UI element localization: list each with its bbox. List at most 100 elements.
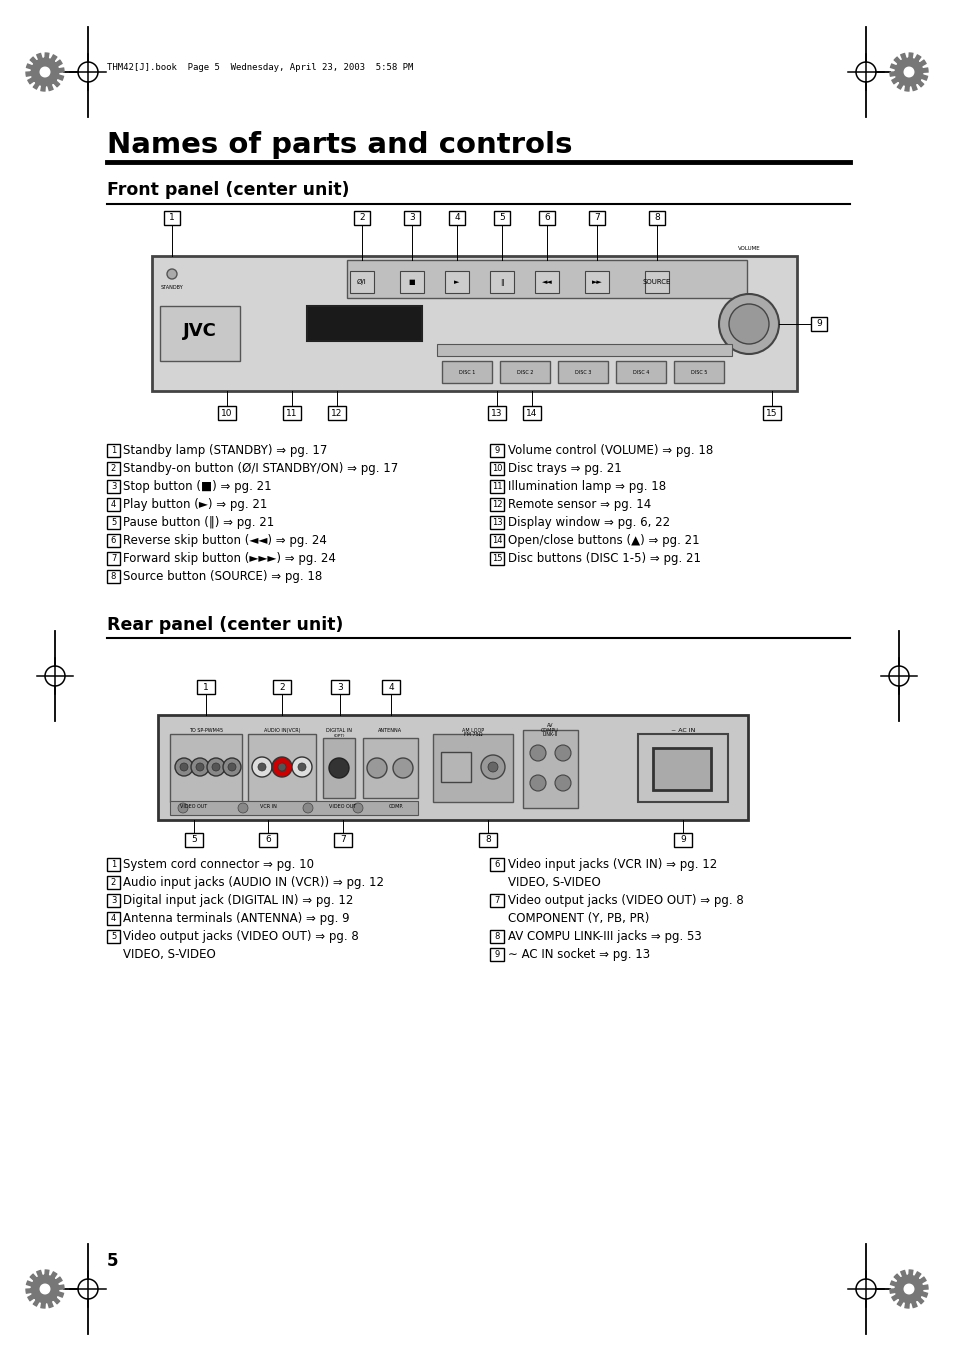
Circle shape (903, 1285, 913, 1294)
Text: TO SP-PWM45: TO SP-PWM45 (189, 728, 223, 734)
Bar (170, 801, 417, 815)
Text: 7: 7 (494, 896, 499, 905)
Bar (488, 407, 505, 420)
Text: Source button (SOURCE) ⇒ pg. 18: Source button (SOURCE) ⇒ pg. 18 (123, 570, 322, 584)
Circle shape (393, 758, 413, 778)
Bar (616, 361, 665, 382)
Text: System cord connector ⇒ pg. 10: System cord connector ⇒ pg. 10 (123, 858, 314, 871)
Text: Play button (►) ⇒ pg. 21: Play button (►) ⇒ pg. 21 (123, 499, 267, 511)
Text: VIDEO, S-VIDEO: VIDEO, S-VIDEO (507, 875, 600, 889)
Circle shape (555, 775, 571, 790)
Bar (522, 407, 540, 420)
Text: Standby-on button (Ø/I STANDBY/ON) ⇒ pg. 17: Standby-on button (Ø/I STANDBY/ON) ⇒ pg.… (123, 462, 397, 476)
Bar (107, 462, 120, 476)
Text: 13: 13 (491, 517, 502, 527)
Circle shape (530, 744, 545, 761)
Bar (441, 361, 492, 382)
Text: (OPT): (OPT) (333, 734, 344, 738)
Text: Ø/I: Ø/I (356, 278, 367, 285)
Text: 13: 13 (491, 408, 502, 417)
Text: 14: 14 (491, 536, 501, 544)
Text: 9: 9 (679, 835, 685, 844)
Bar (107, 534, 120, 547)
Bar (490, 894, 503, 907)
Text: 7: 7 (594, 213, 599, 223)
Text: 6: 6 (265, 835, 271, 844)
Polygon shape (889, 53, 927, 91)
Bar (399, 272, 423, 293)
Bar (248, 734, 315, 802)
Bar (522, 730, 578, 808)
Bar (490, 444, 503, 457)
Text: VIDEO OUT: VIDEO OUT (329, 804, 356, 809)
Bar (283, 407, 301, 420)
Bar (158, 715, 747, 820)
Text: ‖: ‖ (499, 278, 503, 285)
Circle shape (555, 744, 571, 761)
Text: AUDIO IN(VCR): AUDIO IN(VCR) (263, 728, 300, 734)
Text: 6: 6 (494, 861, 499, 869)
Text: THM42[J].book  Page 5  Wednesday, April 23, 2003  5:58 PM: THM42[J].book Page 5 Wednesday, April 23… (107, 62, 413, 72)
Bar (160, 305, 240, 361)
Text: Front panel (center unit): Front panel (center unit) (107, 181, 349, 199)
Text: 7: 7 (340, 835, 346, 844)
Text: VIDEO OUT: VIDEO OUT (180, 804, 208, 809)
Bar (558, 361, 607, 382)
Text: 1: 1 (169, 213, 174, 223)
Text: 5: 5 (191, 835, 196, 844)
Circle shape (178, 802, 188, 813)
Text: Forward skip button (►►►) ⇒ pg. 24: Forward skip button (►►►) ⇒ pg. 24 (123, 553, 335, 565)
Bar (107, 553, 120, 565)
Text: DISC 5: DISC 5 (690, 370, 706, 374)
Text: 1: 1 (111, 861, 116, 869)
Polygon shape (26, 53, 64, 91)
Text: COMP.: COMP. (388, 804, 403, 809)
Bar (584, 272, 608, 293)
Polygon shape (26, 1270, 64, 1308)
Circle shape (228, 763, 235, 771)
Bar (170, 734, 242, 802)
Text: Reverse skip button (◄◄) ⇒ pg. 24: Reverse skip button (◄◄) ⇒ pg. 24 (123, 534, 327, 547)
Bar (347, 259, 746, 299)
Text: 3: 3 (336, 682, 342, 692)
Text: 8: 8 (485, 835, 491, 844)
Text: COMPU: COMPU (540, 727, 558, 732)
Text: Names of parts and controls: Names of parts and controls (107, 131, 572, 159)
Text: DIGITAL IN: DIGITAL IN (326, 728, 352, 734)
Text: ►: ► (454, 280, 459, 285)
Text: Video input jacks (VCR IN) ⇒ pg. 12: Video input jacks (VCR IN) ⇒ pg. 12 (507, 858, 717, 871)
Bar (107, 894, 120, 907)
Text: Pause button (‖) ⇒ pg. 21: Pause button (‖) ⇒ pg. 21 (123, 516, 274, 530)
Bar (490, 534, 503, 547)
Bar (107, 858, 120, 871)
Bar (164, 211, 180, 226)
Text: 15: 15 (491, 554, 501, 563)
Circle shape (237, 802, 248, 813)
Bar (218, 407, 235, 420)
Bar (107, 929, 120, 943)
Bar (638, 734, 727, 802)
Bar (490, 553, 503, 565)
Text: Digital input jack (DIGITAL IN) ⇒ pg. 12: Digital input jack (DIGITAL IN) ⇒ pg. 12 (123, 894, 353, 907)
Text: AM LOOP: AM LOOP (461, 728, 483, 734)
Text: DISC 2: DISC 2 (517, 370, 533, 374)
Bar (490, 516, 503, 530)
Bar (490, 948, 503, 961)
Text: Video output jacks (VIDEO OUT) ⇒ pg. 8: Video output jacks (VIDEO OUT) ⇒ pg. 8 (123, 929, 358, 943)
Circle shape (40, 1285, 50, 1294)
Bar (107, 570, 120, 584)
Bar (196, 680, 214, 694)
Bar (444, 272, 469, 293)
Circle shape (257, 763, 266, 771)
Bar (433, 734, 513, 802)
Circle shape (367, 758, 387, 778)
Text: ■: ■ (408, 280, 415, 285)
Bar (673, 361, 723, 382)
Text: 9: 9 (815, 319, 821, 328)
Text: 6: 6 (111, 536, 116, 544)
Bar (490, 929, 503, 943)
Text: 4: 4 (111, 915, 116, 923)
Text: 3: 3 (409, 213, 415, 223)
Bar (490, 480, 503, 493)
Text: VCR IN: VCR IN (259, 804, 276, 809)
